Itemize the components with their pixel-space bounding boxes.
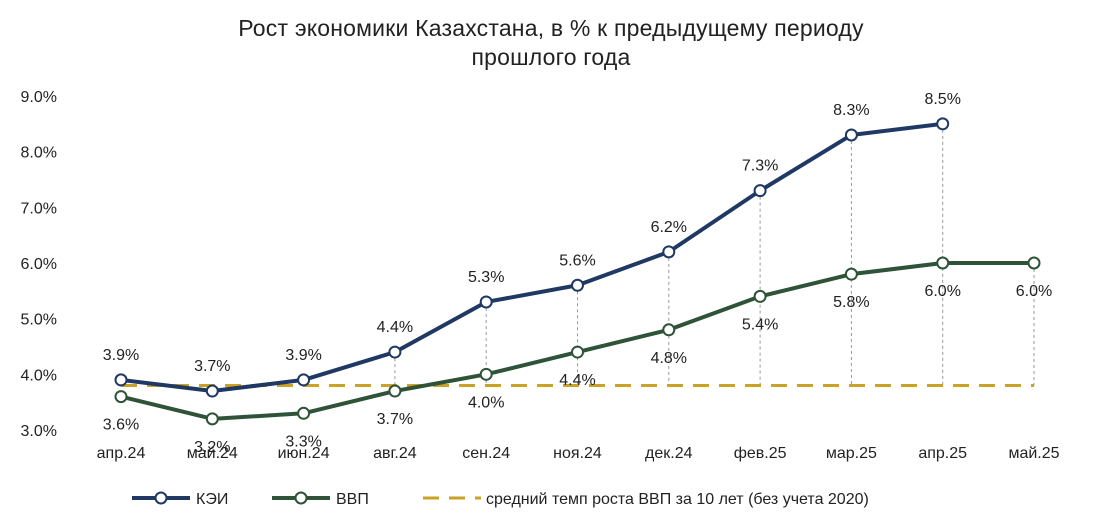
x-tick-label: авг.24 xyxy=(373,445,417,462)
kei-data-label: 6.2% xyxy=(651,219,687,236)
gdp-data-label: 4.4% xyxy=(559,372,595,389)
kei-data-point xyxy=(571,278,584,292)
legend-gdp-marker xyxy=(294,491,308,505)
y-tick-label: 6.0% xyxy=(21,256,57,273)
gdp-data-label: 3.3% xyxy=(285,433,321,450)
gdp-data-label: 6.0% xyxy=(924,283,960,300)
gdp-data-point xyxy=(844,267,858,281)
kei-data-point xyxy=(114,373,128,387)
y-tick-label: 5.0% xyxy=(21,312,57,329)
x-tick-label: май.25 xyxy=(1008,445,1059,462)
kei-data-label: 3.7% xyxy=(194,358,230,375)
y-tick-label: 9.0% xyxy=(21,89,57,106)
x-tick-label: мар.25 xyxy=(826,445,877,462)
chart-title-line-2: прошлого года xyxy=(471,44,631,70)
x-tick-label: май.24 xyxy=(187,445,238,462)
x-tick-label: апр.24 xyxy=(97,445,146,462)
gdp-data-label: 3.7% xyxy=(377,411,413,428)
legend: КЭИ ВВП средний темп роста ВВП за 10 лет (… xyxy=(132,491,869,508)
gdp-data-label: 3.2% xyxy=(194,439,230,456)
gdp-data-label: 5.8% xyxy=(833,294,869,311)
gdp-data-point xyxy=(753,289,767,303)
legend-kei-marker xyxy=(154,491,168,505)
kei-data-label: 8.5% xyxy=(924,91,960,108)
kei-data-point xyxy=(844,128,858,142)
x-axis: апр.24 май.24 июн.24 авг.24 сен.24 ноя.24 дек.… xyxy=(97,445,1060,462)
kei-data-point xyxy=(297,373,311,387)
y-tick-label: 4.0% xyxy=(21,367,57,384)
kei-data-label: 8.3% xyxy=(833,102,869,119)
y-tick-label: 3.0% xyxy=(21,423,57,440)
y-axis: 3.0% 4.0% 5.0% 6.0% 7.0% 8.0% 9.0% xyxy=(21,89,57,440)
kei-data-label: 5.6% xyxy=(559,252,595,269)
gdp-data-label: 3.6% xyxy=(103,417,139,434)
kei-series-line xyxy=(120,121,943,394)
kei-data-point xyxy=(753,184,767,198)
gdp-data-point xyxy=(205,412,219,426)
gdp-data-point xyxy=(114,390,128,404)
kei-data-label: 7.3% xyxy=(742,158,778,175)
kei-data-point xyxy=(388,345,402,359)
gdp-data-point xyxy=(571,345,584,359)
y-tick-label: 7.0% xyxy=(21,200,57,217)
x-tick-label: апр.25 xyxy=(918,445,967,462)
gdp-data-point xyxy=(1027,256,1041,270)
gdp-data-point xyxy=(479,367,493,381)
gdp-data-label: 4.0% xyxy=(468,394,504,411)
gdp-data-label: 5.4% xyxy=(742,316,778,333)
chart-title-line-1: Рост экономики Казахстана, в % к предыду… xyxy=(238,15,864,41)
kei-data-label: 4.4% xyxy=(377,319,413,336)
legend-average-label: средний темп роста ВВП за 10 лет (без уч… xyxy=(486,491,869,508)
kei-data-label: 3.9% xyxy=(103,347,139,364)
y-tick-label: 8.0% xyxy=(21,145,57,162)
kei-data-point xyxy=(205,384,219,398)
legend-kei-label: КЭИ xyxy=(196,491,228,508)
series-points xyxy=(114,117,1041,426)
x-tick-label: июн.24 xyxy=(278,445,330,462)
kei-data-point xyxy=(479,295,493,309)
drop-lines xyxy=(120,123,1035,386)
legend-gdp-label: ВВП xyxy=(336,491,369,508)
kei-data-point xyxy=(936,117,950,131)
chart-title: Рост экономики Казахстана, в % к предыду… xyxy=(0,14,1102,72)
kei-data-label: 5.3% xyxy=(468,269,504,286)
x-tick-label: фев.25 xyxy=(734,445,787,462)
x-tick-label: дек.24 xyxy=(645,445,693,462)
gdp-data-label: 4.8% xyxy=(651,350,687,367)
gdp-data-point xyxy=(936,256,950,270)
kei-data-label: 3.9% xyxy=(285,347,321,364)
gdp-data-point xyxy=(297,406,311,420)
x-tick-label: ноя.24 xyxy=(553,445,602,462)
x-tick-label: сен.24 xyxy=(462,445,510,462)
gdp-data-label: 6.0% xyxy=(1016,283,1052,300)
kei-data-point xyxy=(662,245,676,259)
gdp-data-point xyxy=(388,384,402,398)
gdp-data-point xyxy=(662,323,676,337)
data-labels: 3.9% 3.7% 3.9% 4.4% 5.3% 5.6% 6.2% 7.3% 8.3% 8.5%… xyxy=(103,91,1052,456)
